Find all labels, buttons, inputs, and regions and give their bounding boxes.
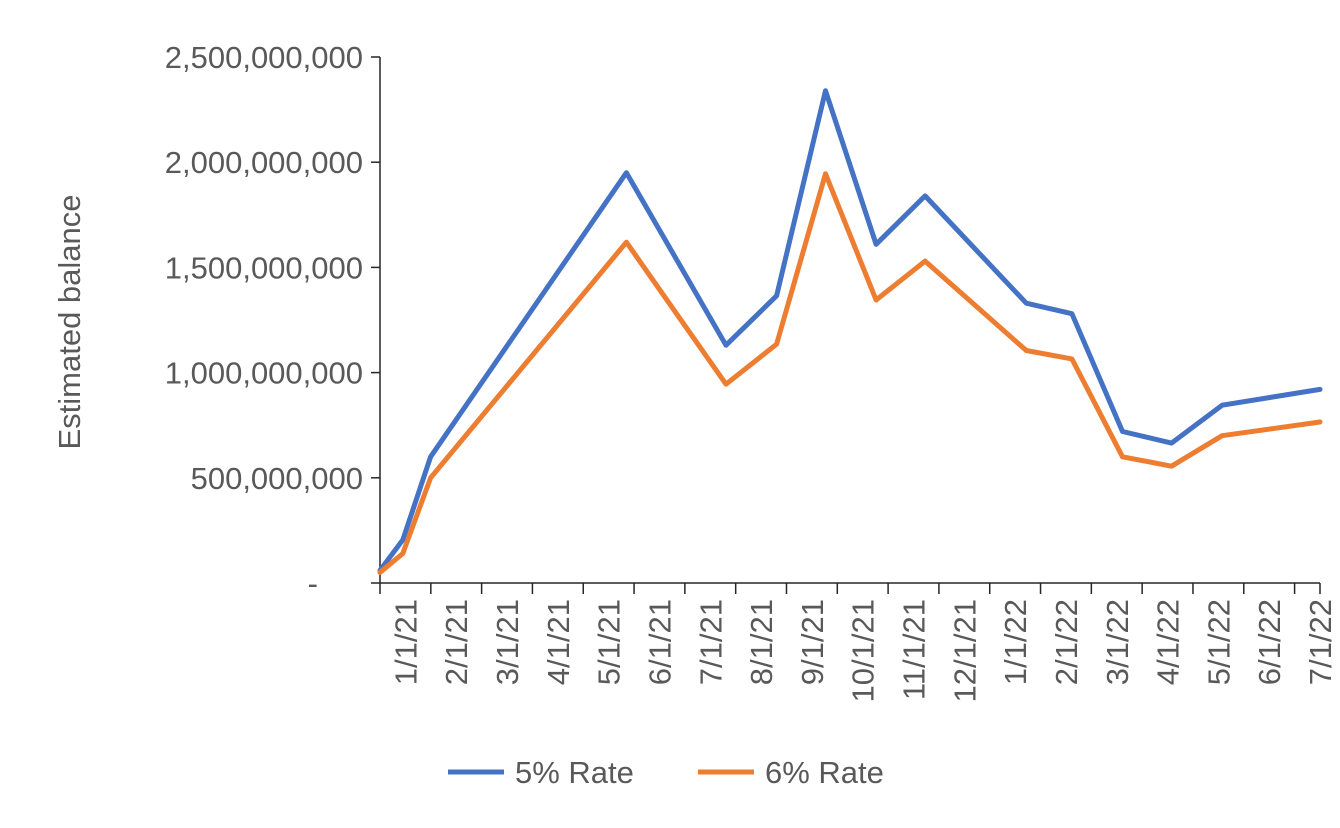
x-tick-label: 4/1/22 xyxy=(1151,599,1186,685)
y-tick-label: 2,000,000,000 xyxy=(165,145,363,180)
series-line-2 xyxy=(377,171,1323,575)
x-tick-label: 12/1/21 xyxy=(947,599,982,702)
x-axis: 1/1/21 2/1/21 3/1/21 4/1/21 5/1/21 6/1/21 7/1/… xyxy=(379,582,1338,702)
y-tick-label: 1,000,000,000 xyxy=(165,356,363,391)
x-tick-label: 11/1/21 xyxy=(897,599,932,700)
legend-label: 5% Rate xyxy=(515,755,634,790)
x-tick-label: 7/1/21 xyxy=(693,599,728,685)
y-tick-label: 500,000,000 xyxy=(191,461,363,496)
x-tick-label: 8/1/21 xyxy=(744,599,779,685)
x-tick-label: 6/1/21 xyxy=(642,599,677,685)
legend: 5% Rate 6% Rate xyxy=(448,755,884,790)
y-axis-title: Estimated balance xyxy=(52,194,87,449)
x-tick-label: 2/1/21 xyxy=(439,599,474,685)
series-layer xyxy=(377,88,1323,575)
x-tick-label: 10/1/21 xyxy=(846,599,881,702)
x-tick-label: 3/1/22 xyxy=(1100,599,1135,685)
y-tick-label: - xyxy=(308,566,318,601)
x-tick-label: 6/1/22 xyxy=(1252,599,1287,685)
series-line-1 xyxy=(377,88,1323,573)
x-tick-label: 7/1/22 xyxy=(1303,599,1338,685)
x-tick-label: 5/1/21 xyxy=(592,599,627,685)
y-tick-label: 2,500,000,000 xyxy=(165,40,363,75)
x-tick-label: 2/1/22 xyxy=(1049,599,1084,685)
x-tick-label: 5/1/22 xyxy=(1201,599,1236,685)
x-tick-label: 1/1/22 xyxy=(998,599,1033,685)
x-tick-label: 1/1/21 xyxy=(388,599,423,685)
legend-label: 6% Rate xyxy=(765,755,884,790)
x-tick-label: 9/1/21 xyxy=(795,599,830,685)
x-tick-label: 3/1/21 xyxy=(490,599,525,685)
x-tick-label: 4/1/21 xyxy=(541,599,576,685)
y-tick-label: 1,500,000,000 xyxy=(165,250,363,285)
y-axis: - 500,000,000 1,000,000,000 1,500,000,000 2,… xyxy=(165,40,381,601)
